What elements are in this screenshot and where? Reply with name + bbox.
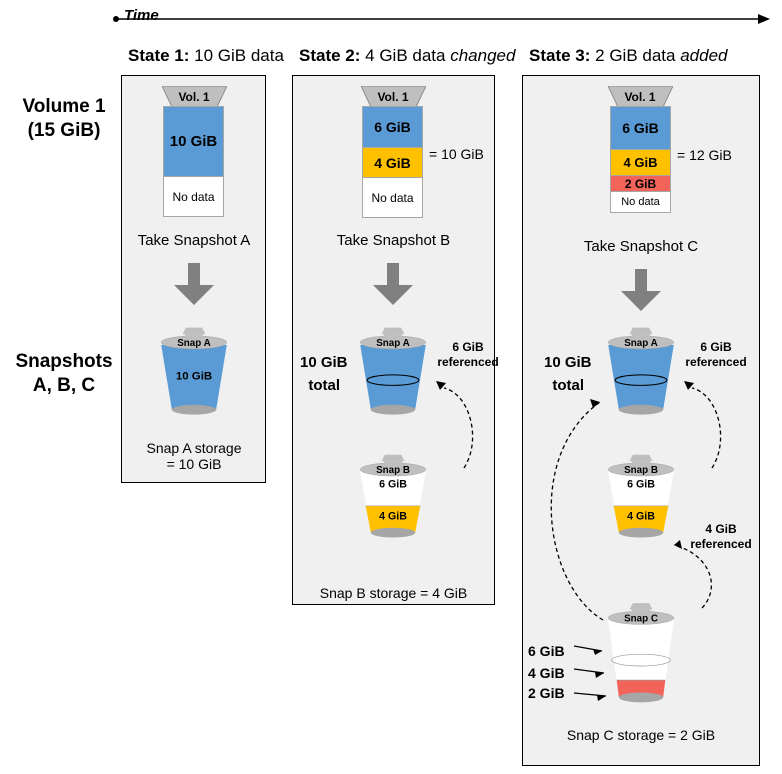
svg-text:10 GiB: 10 GiB [176, 370, 212, 382]
svg-text:Snap A: Snap A [376, 338, 410, 349]
svg-text:6 GiB: 6 GiB [627, 479, 655, 491]
svg-text:Vol. 1: Vol. 1 [178, 90, 209, 104]
svg-text:Vol. 1: Vol. 1 [377, 90, 408, 104]
svg-text:Snap B: Snap B [624, 465, 658, 476]
svg-text:Snap A: Snap A [177, 338, 211, 349]
svg-text:4 GiB: 4 GiB [379, 511, 407, 523]
svg-text:Vol. 1: Vol. 1 [624, 90, 655, 104]
svg-text:Snap C: Snap C [624, 614, 658, 625]
svg-text:4 GiB: 4 GiB [627, 511, 655, 523]
svg-text:6 GiB: 6 GiB [379, 479, 407, 491]
svg-text:Snap A: Snap A [624, 338, 658, 349]
svg-text:Snap B: Snap B [376, 465, 410, 476]
